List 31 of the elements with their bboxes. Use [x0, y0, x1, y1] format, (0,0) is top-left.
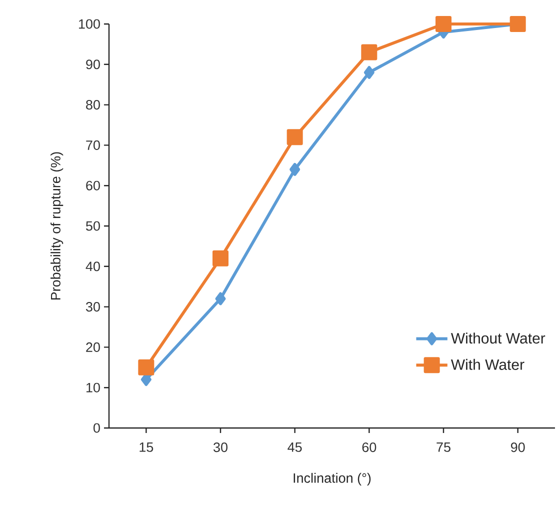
legend-label: Without Water — [450, 332, 546, 344]
x-tick-label: 30 — [214, 442, 228, 452]
x-tick-label: 75 — [436, 442, 450, 452]
point — [140, 373, 152, 386]
y-axis-title: Probability of rupture (%) — [50, 152, 64, 300]
point — [138, 359, 154, 376]
point — [286, 129, 303, 146]
point — [361, 44, 378, 60]
legend-label: With Water — [450, 358, 524, 370]
y-tick-label: 0 — [94, 423, 100, 433]
x-tick-label: 45 — [288, 442, 302, 452]
point — [436, 16, 452, 32]
point — [215, 292, 226, 306]
y-tick-label: 70 — [86, 140, 100, 150]
point — [510, 16, 526, 32]
x-tick-label: 90 — [510, 442, 525, 452]
x-tick-label: 60 — [362, 442, 376, 452]
y-tick-label: 80 — [86, 100, 100, 110]
y-tick-label: 40 — [86, 262, 100, 272]
y-tick-label: 90 — [86, 60, 100, 70]
y-tick-label: 60 — [86, 180, 100, 190]
x-tick-label: 15 — [140, 442, 154, 452]
y-tick-label: 30 — [86, 302, 100, 312]
x-axis-title: Inclination (°) — [294, 472, 371, 486]
point — [212, 250, 228, 266]
point — [364, 66, 374, 79]
y-tick-label: 50 — [86, 221, 100, 231]
y-tick-label: 10 — [86, 382, 100, 392]
point — [290, 162, 300, 176]
y-tick-label: 100 — [78, 19, 100, 29]
y-tick-label: 20 — [86, 342, 100, 352]
